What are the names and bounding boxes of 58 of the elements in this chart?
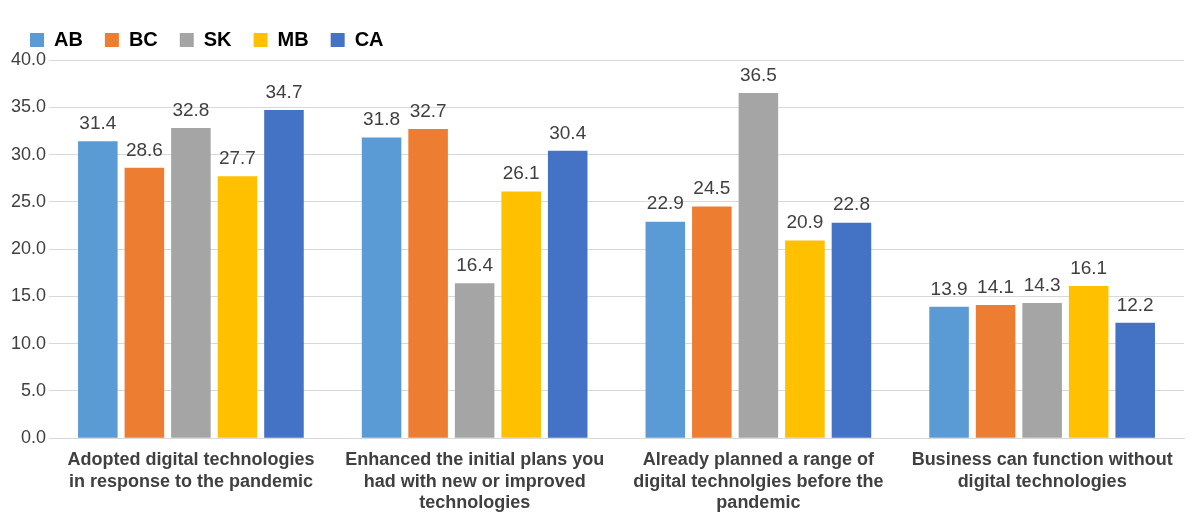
bar — [1022, 302, 1062, 438]
data-label: 16.4 — [456, 253, 494, 275]
legend-label: MB — [277, 27, 309, 50]
data-label: 13.9 — [930, 277, 968, 299]
x-tick-label: Adopted digital technologies in response to the pandemic — [67, 448, 315, 491]
data-label: 32.7 — [409, 99, 447, 121]
data-label: 36.5 — [739, 63, 777, 85]
y-tick-label: 0.0 — [21, 427, 47, 448]
data-label: 27.7 — [218, 147, 256, 169]
data-label: 28.6 — [125, 138, 163, 160]
y-tick-label: 30.0 — [10, 143, 47, 164]
bar — [785, 240, 825, 438]
legend-label: SK — [203, 27, 233, 50]
y-tick-label: 5.0 — [21, 379, 47, 400]
data-label: 31.4 — [79, 112, 117, 134]
data-label: 12.2 — [1116, 293, 1154, 315]
y-tick-label: 25.0 — [10, 190, 47, 211]
bar — [929, 306, 969, 438]
data-label: 32.8 — [172, 98, 210, 120]
bar — [501, 191, 541, 438]
y-tick-label: 15.0 — [10, 285, 47, 306]
data-label: 14.3 — [1023, 273, 1061, 295]
bar — [547, 150, 588, 438]
bar — [171, 128, 211, 438]
y-tick-label: 20.0 — [10, 238, 47, 259]
bar — [454, 283, 495, 438]
bar — [1068, 285, 1109, 438]
bar — [217, 176, 258, 438]
x-tick-label: Business can function without digital technologies — [911, 448, 1173, 491]
bar — [361, 137, 402, 438]
y-tick-label: 10.0 — [10, 332, 47, 353]
data-label: 31.8 — [363, 108, 401, 130]
data-label: 20.9 — [786, 211, 824, 233]
bar — [264, 110, 304, 438]
data-label: 22.9 — [646, 192, 684, 214]
legend-label: CA — [354, 27, 384, 50]
legend-label: AB — [54, 27, 83, 50]
data-label: 34.7 — [265, 80, 303, 102]
data-label: 30.4 — [549, 121, 587, 143]
x-tick-label: Already planned a range of digital technolgies before the pandemic — [633, 448, 884, 513]
bar — [78, 141, 118, 438]
bar — [738, 93, 779, 438]
y-tick-label: 35.0 — [10, 96, 47, 117]
bar — [831, 222, 872, 438]
x-tick-label: Enhanced the initial plans you had with new or improved technologies — [345, 448, 605, 513]
legend-label: BC — [128, 27, 158, 50]
bar — [408, 129, 448, 438]
data-label: 14.1 — [977, 275, 1015, 297]
data-label: 22.8 — [832, 193, 870, 215]
bar — [124, 167, 165, 438]
y-tick-label: 40.0 — [10, 48, 47, 69]
bar — [1115, 322, 1155, 438]
bar — [692, 206, 732, 438]
data-label: 16.1 — [1070, 256, 1108, 278]
bar — [975, 304, 1016, 438]
data-label: 24.5 — [693, 177, 731, 199]
bar — [645, 221, 686, 438]
data-label: 26.1 — [502, 162, 540, 184]
